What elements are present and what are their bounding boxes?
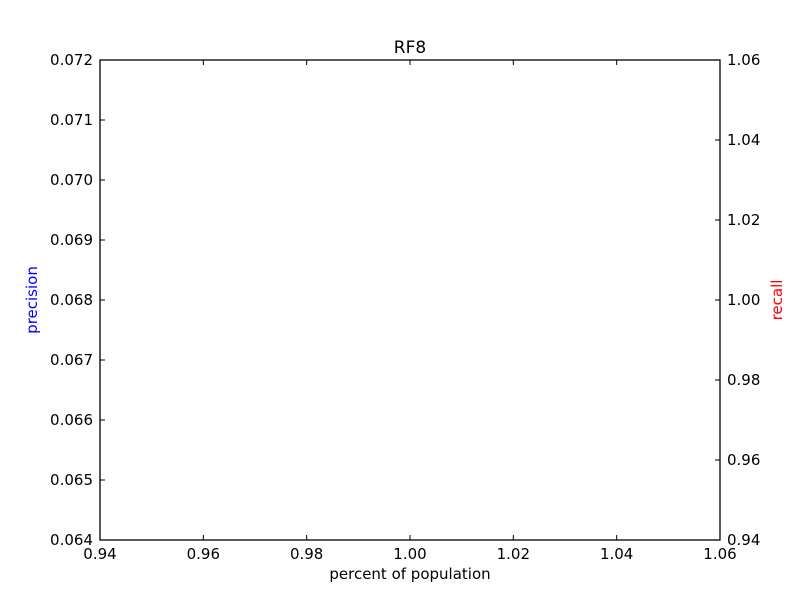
y-left-tick-label: 0.064: [50, 531, 93, 549]
y-left-tick-label: 0.065: [50, 471, 93, 489]
x-tick-label: 1.00: [393, 545, 426, 563]
y-right-tick-label: 0.98: [727, 371, 760, 389]
x-tick-label: 0.96: [187, 545, 220, 563]
y-left-tick-label: 0.067: [50, 351, 93, 369]
y-right-axis-ticks: 0.94 0.96 0.98 1.00 1.02 1.04 1.06: [715, 51, 760, 549]
y-left-tick-label: 0.068: [50, 291, 93, 309]
plot-area-frame: [99, 59, 721, 541]
y-left-tick-label: 0.066: [50, 411, 93, 429]
y-left-tick-label: 0.070: [50, 171, 93, 189]
chart-title: RF8: [394, 38, 426, 58]
x-axis-label: percent of population: [329, 565, 490, 583]
y-right-axis-label: recall: [768, 280, 786, 321]
x-tick-label: 1.02: [497, 545, 530, 563]
y-left-axis-label: precision: [23, 266, 41, 334]
y-left-tick-label: 0.069: [50, 231, 93, 249]
x-tick-label: 0.94: [83, 545, 116, 563]
x-tick-label: 1.06: [703, 545, 736, 563]
x-tick-label: 0.98: [290, 545, 323, 563]
y-right-tick-label: 1.04: [727, 131, 760, 149]
y-left-tick-label: 0.072: [50, 51, 93, 69]
y-right-tick-label: 1.00: [727, 291, 760, 309]
y-left-tick-label: 0.071: [50, 111, 93, 129]
x-tick-label: 1.04: [600, 545, 633, 563]
y-right-tick-label: 0.96: [727, 451, 760, 469]
y-right-tick-label: 1.06: [727, 51, 760, 69]
y-left-axis-ticks: 0.064 0.065 0.066 0.067 0.068 0.069 0.070 0.071…: [50, 51, 105, 549]
y-right-tick-label: 0.94: [727, 531, 760, 549]
y-right-tick-label: 1.02: [727, 211, 760, 229]
